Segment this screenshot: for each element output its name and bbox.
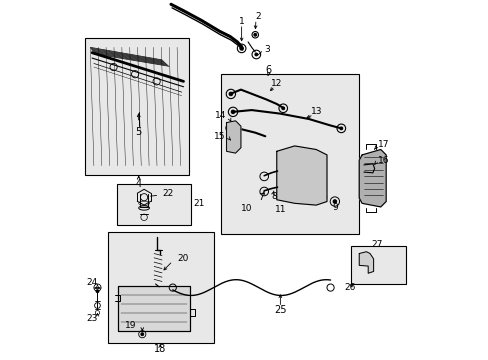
- Text: 2: 2: [254, 12, 260, 21]
- Text: 26: 26: [344, 283, 355, 292]
- Text: 9: 9: [331, 203, 337, 212]
- Text: 12: 12: [270, 79, 282, 88]
- Text: 25: 25: [274, 305, 286, 315]
- Text: 19: 19: [125, 321, 137, 330]
- Circle shape: [229, 139, 236, 146]
- Circle shape: [332, 200, 336, 203]
- Text: 10: 10: [240, 204, 251, 213]
- Text: 20: 20: [177, 255, 188, 264]
- Circle shape: [281, 107, 284, 110]
- Circle shape: [239, 46, 243, 50]
- Circle shape: [314, 160, 317, 163]
- Text: 22: 22: [162, 189, 173, 198]
- Text: 23: 23: [86, 314, 98, 323]
- Text: 6: 6: [265, 64, 271, 75]
- Circle shape: [284, 159, 286, 162]
- Polygon shape: [359, 149, 386, 207]
- Circle shape: [321, 196, 324, 199]
- FancyBboxPatch shape: [351, 246, 405, 284]
- Text: 17: 17: [377, 140, 388, 149]
- Text: 8: 8: [270, 192, 276, 201]
- Text: 16: 16: [377, 157, 388, 166]
- Circle shape: [254, 53, 257, 56]
- Text: 27: 27: [371, 240, 382, 249]
- Text: 1: 1: [238, 17, 244, 26]
- Text: 18: 18: [154, 343, 166, 354]
- FancyBboxPatch shape: [108, 232, 214, 343]
- Circle shape: [339, 127, 342, 130]
- Text: 13: 13: [310, 107, 321, 116]
- FancyBboxPatch shape: [117, 184, 190, 225]
- Circle shape: [253, 33, 256, 36]
- FancyBboxPatch shape: [85, 39, 188, 175]
- Circle shape: [141, 333, 143, 336]
- Circle shape: [296, 156, 299, 159]
- Text: 11: 11: [274, 205, 285, 214]
- Text: 15: 15: [214, 132, 225, 141]
- Text: 21: 21: [193, 199, 204, 208]
- Circle shape: [231, 110, 234, 114]
- Polygon shape: [226, 121, 241, 153]
- Circle shape: [284, 193, 286, 196]
- Polygon shape: [276, 146, 326, 205]
- Circle shape: [227, 128, 234, 135]
- Circle shape: [228, 92, 232, 96]
- Text: 3: 3: [264, 45, 269, 54]
- Text: 5: 5: [135, 127, 142, 136]
- Text: 24: 24: [86, 278, 98, 287]
- Circle shape: [300, 196, 303, 199]
- Polygon shape: [359, 252, 373, 273]
- Circle shape: [228, 127, 231, 130]
- Text: 4: 4: [135, 179, 142, 189]
- Text: 7: 7: [257, 193, 263, 202]
- Circle shape: [96, 290, 99, 293]
- FancyBboxPatch shape: [221, 74, 359, 234]
- Text: 14: 14: [214, 111, 225, 120]
- FancyBboxPatch shape: [118, 286, 190, 330]
